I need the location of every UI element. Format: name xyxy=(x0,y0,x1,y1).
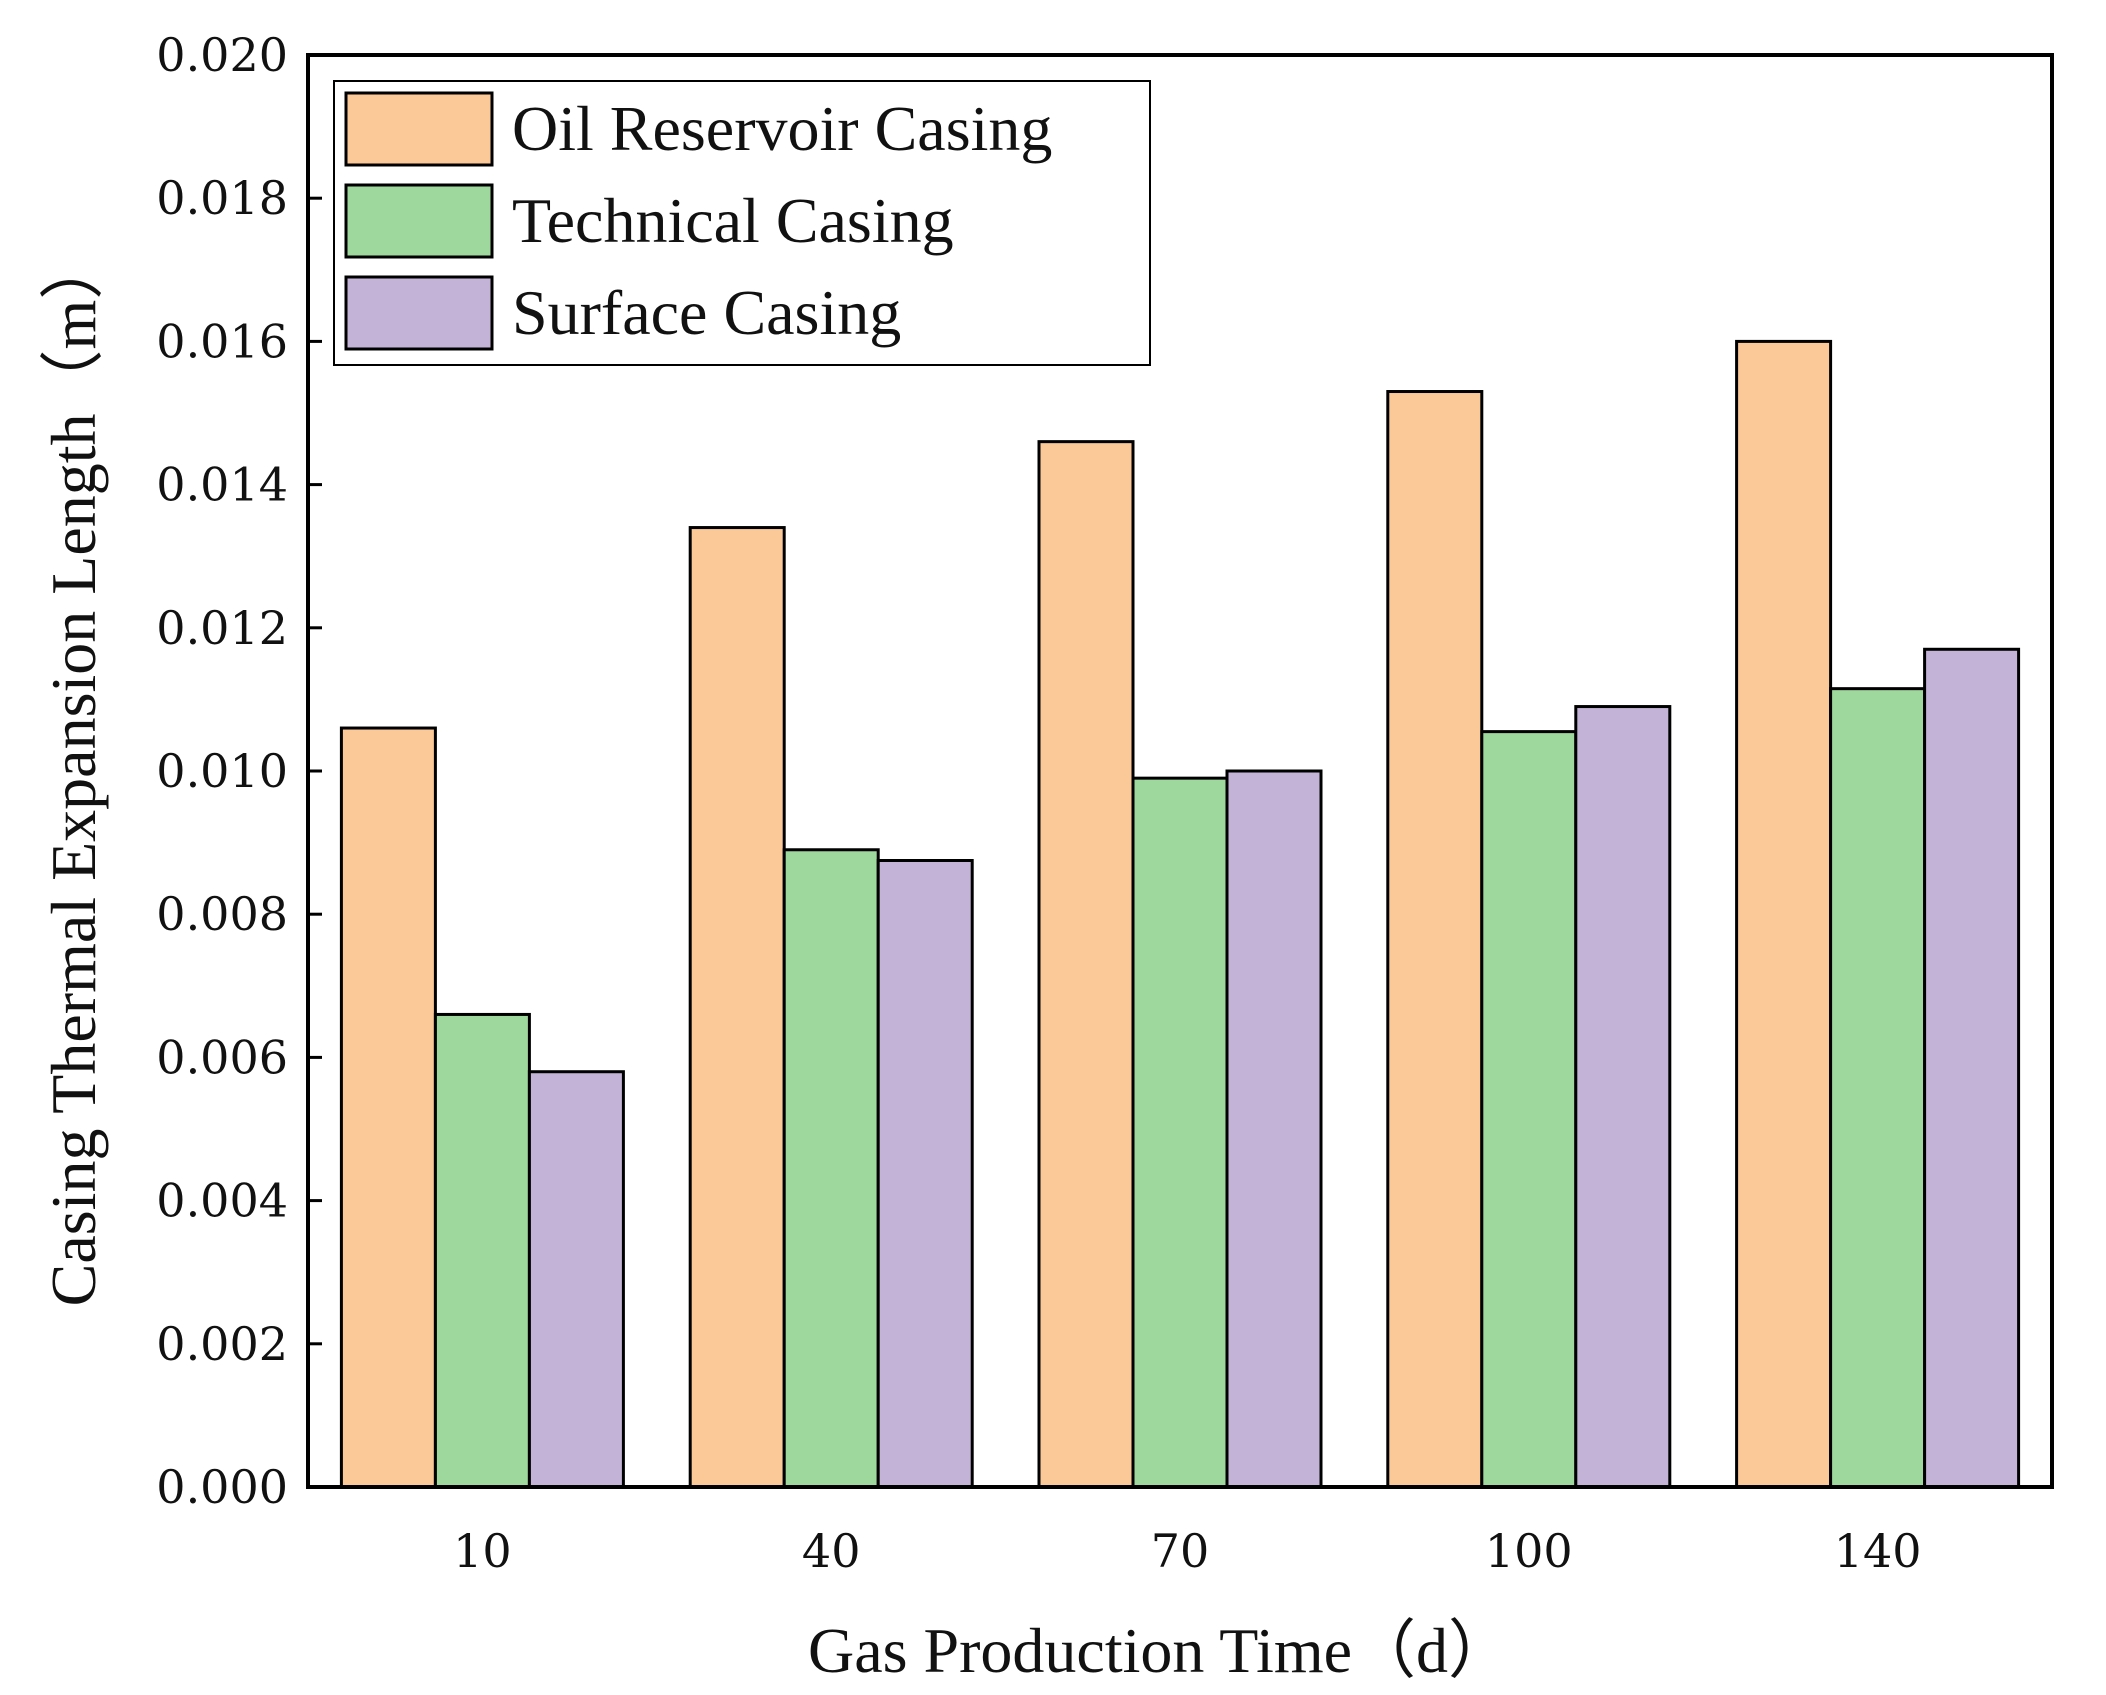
x-tick-label: 100 xyxy=(1485,1524,1573,1578)
bar-oil-reservoir-casing-100 xyxy=(1386,390,1484,1489)
x-tick-label: 70 xyxy=(1151,1524,1210,1578)
bar-technical-casing-40 xyxy=(782,848,880,1489)
y-tick-label: 0.020 xyxy=(156,28,288,82)
legend-label-oil-reservoir-casing: Oil Reservoir Casing xyxy=(512,93,1052,164)
bar-surface-casing-40 xyxy=(876,859,974,1489)
x-tick-label: 140 xyxy=(1834,1524,1922,1578)
legend: Oil Reservoir Casing Technical Casing Su… xyxy=(333,80,1151,366)
bar-surface-casing-140 xyxy=(1923,647,2021,1489)
y-tick-label: 0.002 xyxy=(156,1317,288,1371)
legend-swatch-technical-casing xyxy=(344,183,494,259)
bar-oil-reservoir-casing-70 xyxy=(1037,440,1135,1489)
ticks-layer: 0.000 0.002 0.004 0.006 0.008 0.010 0.012 0.014… xyxy=(156,28,1921,1578)
y-tick-label: 0.012 xyxy=(156,601,288,655)
bar-technical-casing-10 xyxy=(433,1012,531,1489)
bar-technical-casing-70 xyxy=(1131,776,1229,1489)
bar-technical-casing-100 xyxy=(1480,730,1578,1489)
y-tick-label: 0.008 xyxy=(156,887,288,941)
bar-surface-casing-10 xyxy=(527,1070,625,1489)
bar-surface-casing-100 xyxy=(1574,705,1672,1489)
legend-swatch-surface-casing xyxy=(344,275,494,351)
x-axis-title: Gas Production Time（d） xyxy=(808,1615,1512,1686)
y-tick-label: 0.014 xyxy=(156,458,288,512)
bar-technical-casing-140 xyxy=(1829,687,1927,1489)
x-tick-label: 40 xyxy=(802,1524,861,1578)
y-tick-label: 0.010 xyxy=(156,744,288,798)
bar-oil-reservoir-casing-40 xyxy=(688,526,786,1489)
y-axis-title: Casing Thermal Expansion Length（m） xyxy=(38,236,109,1307)
legend-swatch-oil-reservoir-casing xyxy=(344,91,494,167)
bar-surface-casing-70 xyxy=(1225,769,1323,1489)
legend-label-surface-casing: Surface Casing xyxy=(512,277,901,348)
legend-label-technical-casing: Technical Casing xyxy=(512,185,954,256)
y-tick-label: 0.006 xyxy=(156,1030,288,1084)
x-tick-label: 10 xyxy=(453,1524,512,1578)
bars-layer xyxy=(339,339,2021,1489)
y-tick-label: 0.000 xyxy=(156,1460,288,1514)
y-tick-label: 0.018 xyxy=(156,171,288,225)
y-tick-label: 0.004 xyxy=(156,1174,288,1228)
bar-oil-reservoir-casing-140 xyxy=(1735,339,1833,1489)
bar-oil-reservoir-casing-10 xyxy=(339,726,437,1489)
y-tick-label: 0.016 xyxy=(156,314,288,368)
